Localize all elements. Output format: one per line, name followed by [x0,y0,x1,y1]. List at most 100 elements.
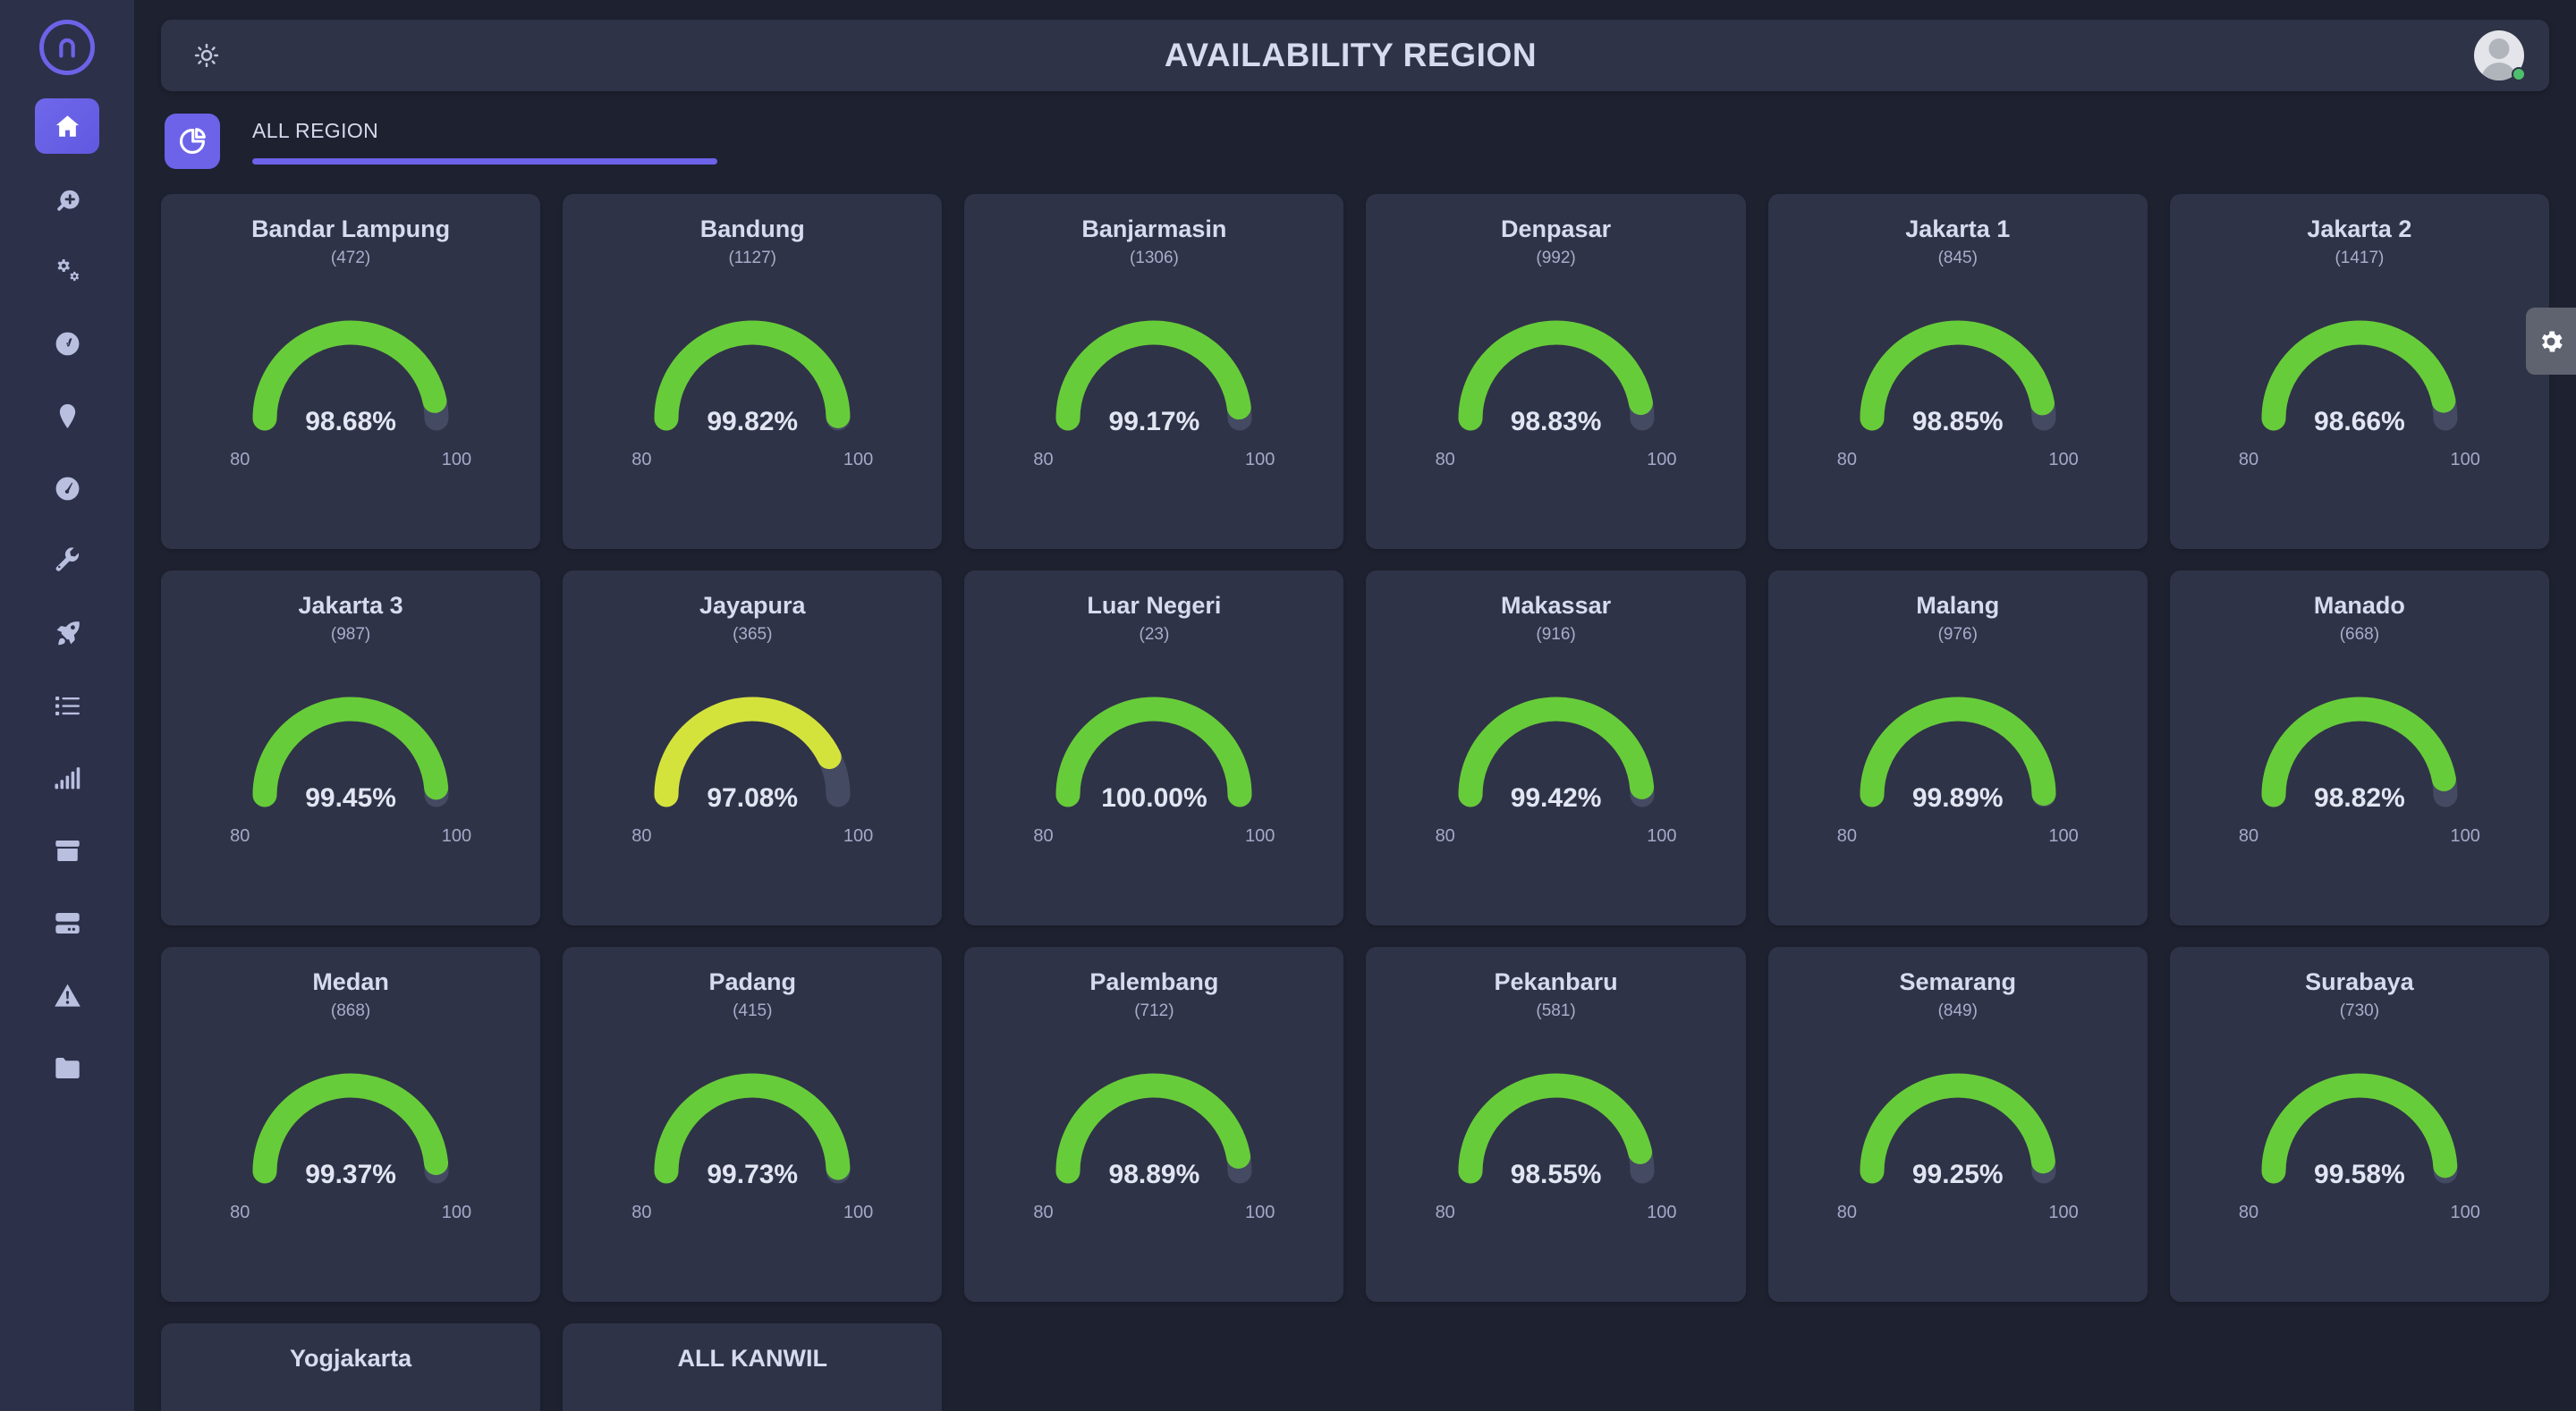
gauge-card[interactable]: Jakarta 1 (845) 98.85% 80 100 [1767,194,2148,549]
gauge-scale: 80 100 [631,1203,873,1223]
gauge-card[interactable]: Palembang (712) 98.89% 80 100 [964,947,1344,1302]
sun-icon[interactable] [186,35,227,76]
gauge: 99.25% [1837,1046,2079,1194]
avatar-head [2488,38,2510,59]
page-title: AVAILABILITY REGION [1164,37,1538,73]
gauge-card-count: (581) [1536,1001,1576,1020]
gauge-scale: 80 100 [1033,450,1275,470]
gauge-min-label: 80 [2238,1203,2259,1222]
sidebar-nav [35,98,99,1112]
app-logo-n-icon[interactable] [39,20,95,75]
sidebar-item-performance[interactable] [35,460,99,516]
gauge-value: 98.66% [2314,407,2405,436]
sidebar-item-list[interactable] [35,678,99,733]
gauge: 100.00% [1033,670,1275,817]
gauge-max-label: 100 [2048,826,2079,846]
gauge-scale: 80 100 [2239,826,2480,847]
gauge-card-title: Jakarta 1 [1905,215,2011,242]
gauge-card[interactable]: Medan (868) 99.37% 80 100 [161,947,541,1302]
gauge-card[interactable]: Malang (976) 99.89% 80 100 [1767,570,2148,925]
gauge-value: 98.85% [1911,407,2004,436]
gauge-card-title: Manado [2313,592,2405,619]
gauge-value: 98.83% [1510,407,1602,436]
gauge-card[interactable]: Surabaya (730) 99.58% 80 100 [2169,947,2549,1302]
gauge-card[interactable]: Bandung (1127) 99.82% 80 100 [563,194,943,549]
archive-icon [55,840,80,861]
gauge-card-count: (365) [733,625,773,644]
main-content: AVAILABILITY REGION ALL REGION Bandar La… [134,0,2576,1411]
user-avatar-icon [2474,30,2524,80]
sidebar-item-location[interactable] [35,388,99,444]
gauge-arc [1458,320,1655,431]
gauge-min-label: 80 [631,826,652,846]
sidebar-item-files[interactable] [35,1040,99,1095]
sidebar-item-compass[interactable] [35,316,99,371]
gauge-card-title: Yogjakarta [290,1345,412,1372]
gauge: 98.83% [1436,293,1677,441]
sidebar-item-server[interactable] [35,895,99,951]
wrench-icon [55,546,79,571]
sidebar-item-tools[interactable] [35,533,99,588]
gauge-arc [1055,1073,1252,1184]
gauge-arc [654,1073,851,1184]
gauge-card[interactable]: Yogjakarta80100 [161,1323,541,1411]
sidebar-item-alerts[interactable] [35,967,99,1023]
gauge-card[interactable]: Padang (415) 99.73% 80 100 [563,947,943,1302]
compass-icon [55,332,79,355]
gauge: 98.66% [2239,293,2480,441]
gauge-card-title: Banjarmasin [1081,215,1227,242]
gauge-card[interactable]: Jakarta 3 (987) 99.45% 80 100 [161,570,541,925]
gauge-arc [252,1073,449,1184]
gauge: 98.68% [230,293,471,441]
gauge-max-label: 100 [2048,1203,2079,1222]
gauge-card[interactable]: ALL KANWIL80100 [563,1323,943,1411]
gauge-arc [2261,1073,2458,1184]
gauge-card[interactable]: Jayapura (365) 97.08% 80 100 [563,570,943,925]
gauge-card[interactable]: Denpasar (992) 98.83% 80 100 [1366,194,1746,549]
gauge-card[interactable]: Bandar Lampung (472) 98.68% 80 100 [161,194,541,549]
gauge-card-title: Surabaya [2305,968,2414,995]
sidebar-item-home[interactable] [35,98,99,154]
region-tab-body[interactable]: ALL REGION [252,114,717,165]
gauge-max-label: 100 [441,450,472,469]
sidebar-item-search[interactable] [35,171,99,226]
gauge-card-count: (1127) [728,249,776,267]
pie-chart-icon[interactable] [165,114,220,169]
gauge-card-title: Makassar [1501,592,1612,619]
gauge-min-label: 80 [1836,1203,1857,1222]
gauge-max-label: 100 [1245,1203,1275,1222]
sidebar [0,0,134,1411]
gauge-card[interactable]: Semarang (849) 99.25% 80 100 [1767,947,2148,1302]
gauge-value: 99.45% [305,783,396,813]
gauge-card[interactable]: Luar Negeri (23) 100.00% 80 100 [964,570,1344,925]
sidebar-item-archive[interactable] [35,823,99,878]
avatar[interactable] [2474,30,2526,81]
gauge-card[interactable]: Makassar (916) 99.42% 80 100 [1366,570,1746,925]
gauge-card-title: Jayapura [699,592,806,619]
gauge-value: 99.42% [1510,783,1602,813]
settings-pull-tab[interactable] [2526,308,2576,375]
gauge-card[interactable]: Banjarmasin (1306) 99.17% 80 100 [964,194,1344,549]
warning-triangle-icon [54,984,80,1007]
gauge-card[interactable]: Pekanbaru (581) 98.55% 80 100 [1366,947,1746,1302]
gauge-card-title: ALL KANWIL [677,1345,827,1372]
gauge-max-label: 100 [843,1203,874,1222]
gauge-card-count: (868) [330,1001,371,1020]
gauge-arc [1860,1073,2056,1184]
gauge-scale: 80 100 [230,826,471,847]
sidebar-item-launch[interactable] [35,605,99,661]
gauge-min-label: 80 [230,826,250,846]
sidebar-item-settings[interactable] [35,243,99,299]
gauge-card[interactable]: Manado (668) 98.82% 80 100 [2169,570,2549,925]
gauge-max-label: 100 [843,450,874,469]
gauge-card-count: (668) [2339,625,2380,644]
gauge-card-count: (916) [1536,625,1576,644]
gauge-value: 98.55% [1510,1160,1602,1189]
gauge-card-title: Jakarta 3 [298,592,403,619]
sidebar-item-statistics[interactable] [35,750,99,806]
gauge-card-count: (730) [2339,1001,2380,1020]
gauge-scale: 80 100 [230,1203,471,1223]
gauge-arc [1458,697,1655,807]
gauge-card[interactable]: Jakarta 2 (1417) 98.66% 80 100 [2169,194,2549,549]
gauge-grid: Bandar Lampung (472) 98.68% 80 100 Bandung (11… [161,194,2549,1411]
